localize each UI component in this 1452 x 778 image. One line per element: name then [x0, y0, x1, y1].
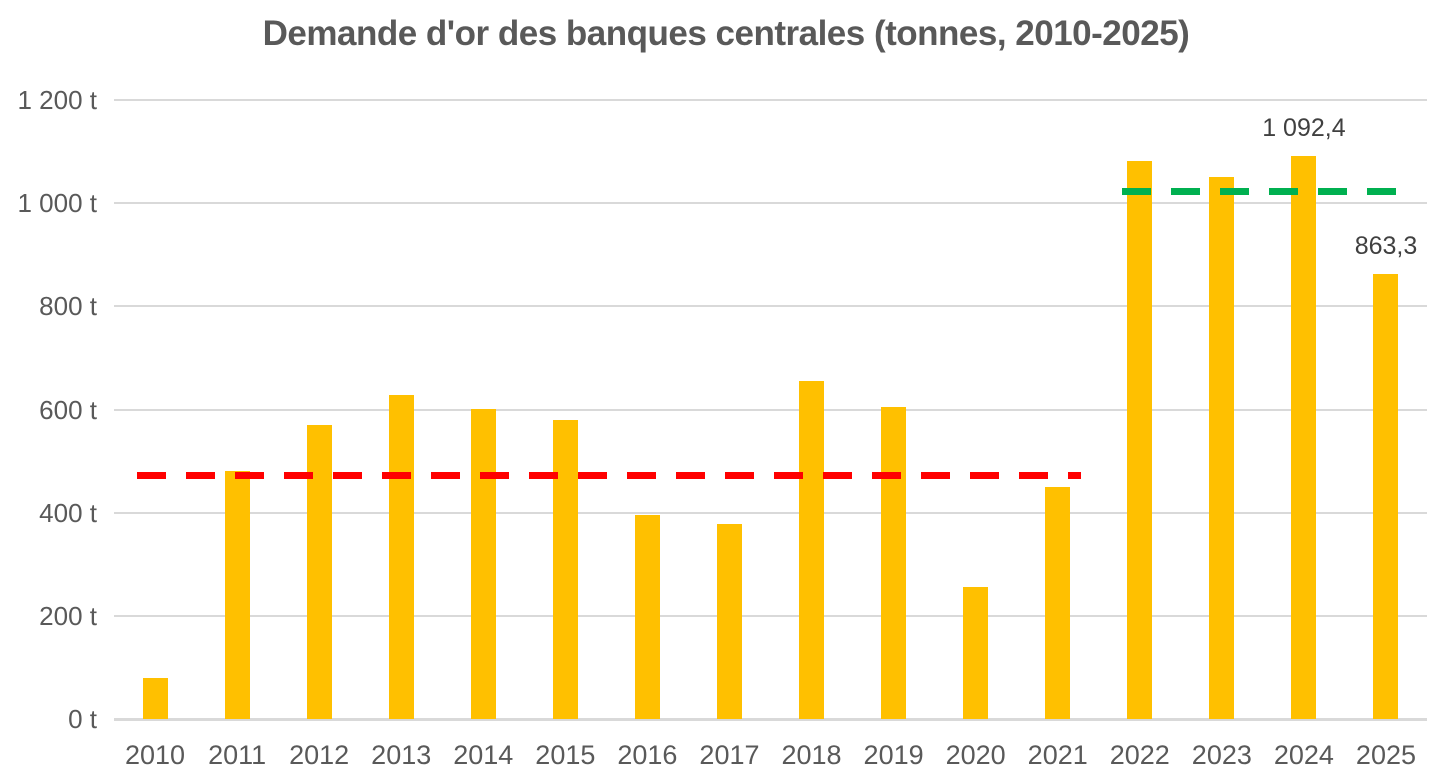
- bar-2023: [1209, 176, 1235, 719]
- x-tick-label-2011: 2011: [208, 740, 267, 770]
- x-tick-label-2010: 2010: [124, 740, 186, 770]
- y-tick-label: 1 200 t: [17, 85, 97, 115]
- y-tick-label: 200 t: [39, 600, 97, 631]
- x-tick-label-2018: 2018: [781, 740, 842, 770]
- bar-2013: [388, 394, 414, 719]
- y-tick-label: 400 t: [39, 497, 97, 528]
- bar-2017: [716, 524, 742, 719]
- bar-2021: [1045, 486, 1071, 719]
- data-label-2025: 863,3: [1354, 231, 1418, 260]
- x-tick-label-2019: 2019: [863, 740, 924, 770]
- x-tick-label-2025: 2025: [1355, 740, 1416, 770]
- gridline: [114, 202, 1427, 205]
- gridline: [114, 305, 1427, 308]
- x-tick-label-2015: 2015: [535, 740, 596, 770]
- bar-2015: [552, 419, 578, 719]
- x-tick-label-2012: 2012: [289, 740, 350, 770]
- bar-2014: [470, 408, 496, 719]
- x-tick-label-2016: 2016: [617, 740, 678, 770]
- y-tick-label: 600 t: [39, 394, 97, 425]
- y-tick-label: 800 t: [39, 291, 97, 322]
- green-dashed-line: [1121, 188, 1409, 196]
- bar-2020: [963, 587, 989, 719]
- x-tick-label-2020: 2020: [945, 740, 1006, 770]
- bar-2012: [306, 425, 332, 719]
- bar-2010: [142, 678, 168, 719]
- y-tick-label: 1 000 t: [17, 188, 97, 219]
- bar-2022: [1127, 160, 1153, 719]
- x-tick-label-2017: 2017: [699, 740, 760, 770]
- chart-title: Demande d'or des banques centrales (tonn…: [262, 14, 1190, 53]
- bar-2025: [1373, 273, 1399, 719]
- x-tick-label-2013: 2013: [371, 740, 432, 770]
- x-tick-label-2022: 2022: [1109, 740, 1170, 770]
- x-tick-label-2023: 2023: [1191, 740, 1252, 770]
- gridline: [114, 99, 1427, 101]
- x-axis-line: [114, 718, 1427, 721]
- bar-2011: [224, 470, 250, 719]
- x-tick-label-2014: 2014: [453, 740, 514, 770]
- bar-2016: [634, 515, 660, 719]
- x-tick-label-2021: 2021: [1027, 740, 1088, 770]
- bar-2018: [799, 380, 825, 719]
- gridline: [114, 614, 1427, 617]
- bar-2019: [881, 406, 907, 719]
- x-tick-label-2024: 2024: [1273, 740, 1334, 770]
- data-label-2024: 1 092,4: [1262, 113, 1346, 142]
- y-tick-label: 0 t: [68, 704, 97, 734]
- gridline: [114, 408, 1427, 411]
- bar-2024: [1291, 155, 1317, 719]
- red-dashed-line: [137, 471, 1081, 479]
- gridline: [114, 511, 1427, 514]
